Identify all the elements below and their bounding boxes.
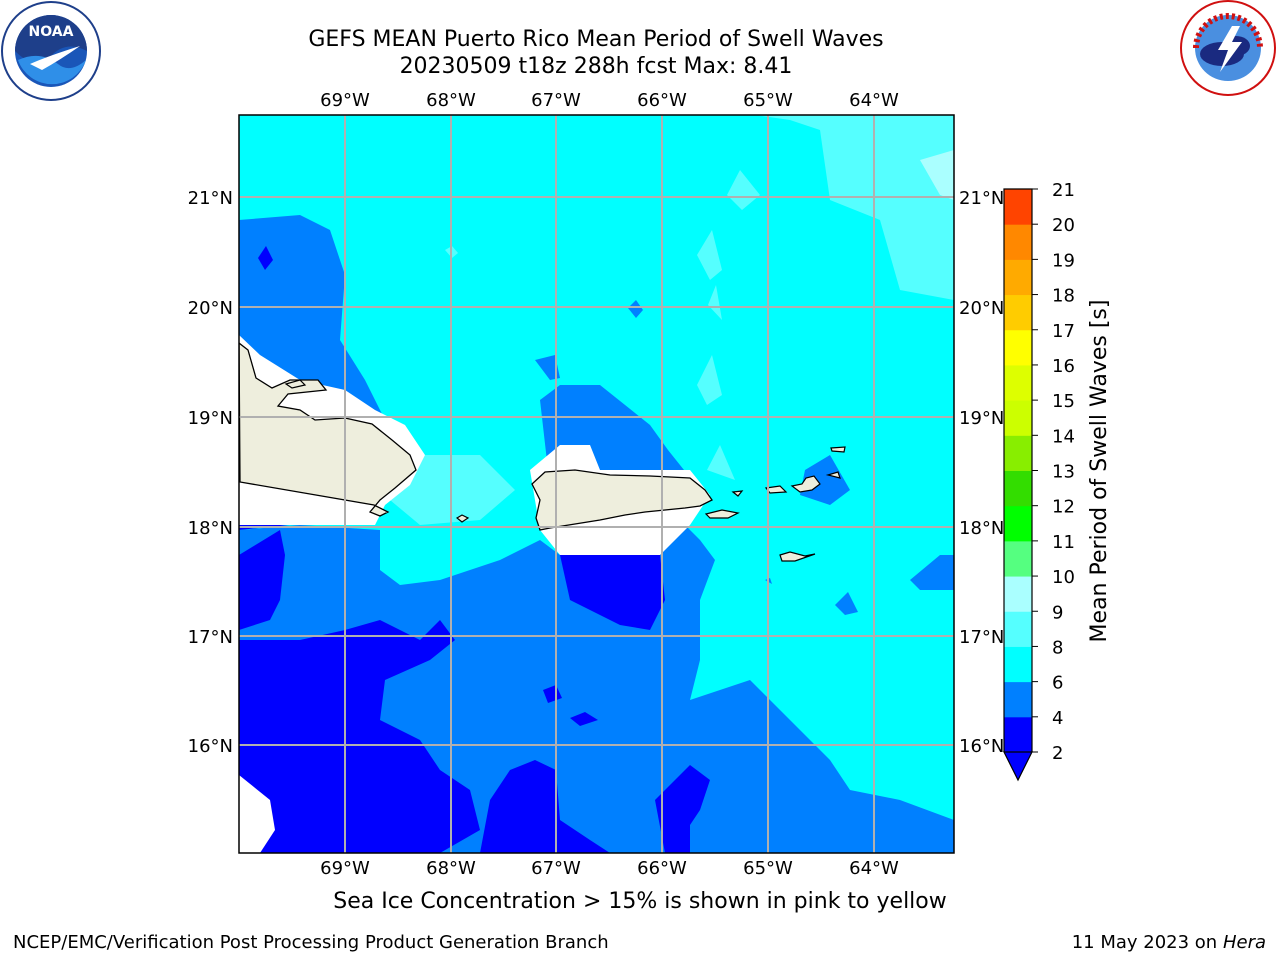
colorbar-tick-label: 20 [1052, 215, 1075, 236]
lon-tick-label: 64°W [849, 90, 899, 111]
lon-tick-label: 67°W [531, 90, 581, 111]
colorbar-tick-label: 12 [1052, 497, 1075, 518]
map-frame [238, 114, 955, 854]
colorbar-segment [1004, 435, 1032, 471]
colorbar-segment [1004, 224, 1032, 260]
lon-tick-label: 65°W [743, 90, 793, 111]
nws-logo [1180, 0, 1276, 96]
lon-tick-label: 64°W [849, 858, 899, 879]
footer-branch: NCEP/EMC/Verification Post Processing Pr… [13, 932, 609, 953]
lon-tick-label: 68°W [426, 858, 476, 879]
lat-tick-label: 21°N [959, 188, 1004, 209]
colorbar-segment [1004, 364, 1032, 401]
longitude-labels-top: 69°W 68°W 67°W 66°W 65°W 64°W [320, 90, 899, 111]
vieques-island [704, 509, 740, 519]
lon-tick-label: 65°W [743, 858, 793, 879]
noaa-logo: NOAA [1, 1, 101, 101]
contour-2-4-west [239, 530, 285, 630]
colorbar-under-triangle [1003, 751, 1033, 782]
colorbar-segment [1004, 329, 1032, 366]
contour-8-9 [755, 115, 954, 300]
lat-tick-label: 19°N [188, 408, 233, 429]
colorbar-label: Mean Period of Swell Waves [s] [1087, 300, 1112, 643]
colorbar-segment [1004, 259, 1032, 296]
colorbar-segment [1004, 646, 1032, 683]
footer-date: 11 May 2023 on Hera [1072, 932, 1266, 953]
lat-tick-label: 20°N [959, 298, 1004, 319]
hispaniola-coast [239, 342, 417, 517]
colorbar-tick-label: 19 [1052, 250, 1075, 271]
colorbar-segment [1004, 189, 1032, 225]
lat-tick-label: 21°N [188, 188, 233, 209]
contour-map [239, 115, 954, 853]
lat-tick-label: 20°N [188, 298, 233, 319]
lon-tick-label: 69°W [320, 90, 370, 111]
lat-tick-label: 18°N [959, 518, 1004, 539]
lat-tick-label: 19°N [959, 408, 1004, 429]
noaa-logo-text: NOAA [29, 24, 74, 40]
colorbar: 2 4 6 8 9 10 11 12 13 14 15 16 17 18 19 20 21 [1003, 180, 1075, 782]
lat-tick-label: 16°N [188, 736, 233, 757]
chart-title: GEFS MEAN Puerto Rico Mean Period of Swe… [308, 27, 884, 52]
puerto-rico-coast [531, 469, 713, 531]
lat-tick-label: 18°N [188, 518, 233, 539]
colorbar-segment [1004, 505, 1032, 542]
caption: Sea Ice Concentration > 15% is shown in … [333, 889, 947, 914]
st-croix-island [779, 551, 816, 562]
lon-tick-label: 67°W [531, 858, 581, 879]
contour-2-4-southwest [239, 620, 480, 853]
colorbar-tick-label: 18 [1052, 286, 1075, 307]
lon-tick-label: 66°W [637, 90, 687, 111]
lat-tick-label: 17°N [959, 627, 1004, 648]
colorbar-segment [1004, 400, 1032, 436]
contour-2-4-south-pr [560, 555, 665, 630]
colorbar-segment [1004, 576, 1032, 612]
colorbar-tick-label: 13 [1052, 462, 1075, 483]
footer-date-text: 11 May 2023 on [1071, 932, 1218, 953]
footer-host: Hera [1222, 932, 1266, 953]
lat-tick-label: 17°N [188, 627, 233, 648]
colorbar-tick-label: 8 [1052, 637, 1063, 658]
lat-tick-label: 16°N [959, 736, 1004, 757]
colorbar-tick-label: 21 [1052, 180, 1075, 201]
gridlines [239, 115, 954, 853]
lon-tick-label: 68°W [426, 90, 476, 111]
colorbar-tick-label: 2 [1052, 743, 1063, 764]
colorbar-tick-label: 9 [1052, 602, 1063, 623]
colorbar-tick-label: 4 [1052, 708, 1063, 729]
longitude-labels-bottom: 69°W 68°W 67°W 66°W 65°W 64°W [320, 858, 899, 879]
colorbar-tick-label: 14 [1052, 426, 1075, 447]
mona-island [455, 514, 470, 523]
latitude-labels-right: 21°N 20°N 19°N 18°N 17°N 16°N [959, 188, 1004, 757]
lon-tick-label: 69°W [320, 858, 370, 879]
latitude-labels-left: 21°N 20°N 19°N 18°N 17°N 16°N [188, 188, 233, 757]
colorbar-segment [1004, 611, 1032, 647]
colorbar-tick-label: 11 [1052, 532, 1075, 553]
colorbar-tick-label: 16 [1052, 356, 1075, 377]
colorbar-segment [1004, 716, 1032, 753]
colorbar-segment [1004, 681, 1032, 718]
colorbar-segment [1004, 294, 1032, 331]
colorbar-tick-label: 17 [1052, 321, 1075, 342]
chart-subtitle: 20230509 t18z 288h fcst Max: 8.41 [399, 54, 793, 79]
colorbar-segment [1004, 540, 1032, 577]
colorbar-tick-label: 10 [1052, 567, 1075, 588]
lon-tick-label: 66°W [637, 858, 687, 879]
colorbar-tick-label: 15 [1052, 391, 1075, 412]
colorbar-tick-label: 6 [1052, 673, 1063, 694]
colorbar-segment [1004, 470, 1032, 507]
contour-9-10 [920, 150, 954, 200]
